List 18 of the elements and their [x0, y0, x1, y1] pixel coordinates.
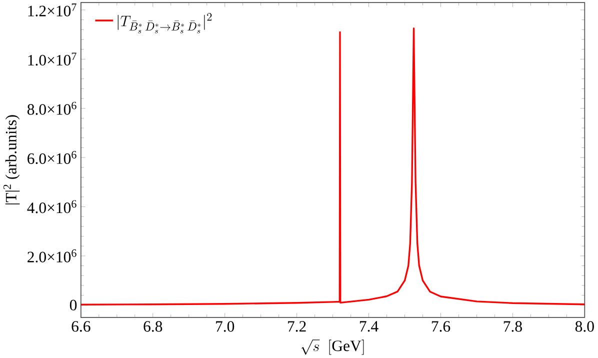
x-axis-title: $\sqrt{s}\ \ [\mathrm{GeV}]$ [301, 339, 364, 355]
y-tick-label: 4.0×10$^{6}$ [27, 200, 76, 214]
x-tick-label: 6.6 [72, 320, 90, 332]
x-tick-label: 7.8 [504, 320, 522, 332]
legend-label: $|T_{\bar{B}_s^*\,\bar{D}_s^*\to\bar{B}_s^*\,\bar{D}_s^*}|^2$ [118, 12, 212, 34]
y-tick-label: 1.0×10$^{7}$ [28, 52, 76, 66]
y-axis-title: |T|$^{2}$ (arb.units) [4, 115, 20, 204]
y-tick-label: 2.0×10$^{6}$ [28, 249, 76, 262]
y-tick-label: 6.0×10$^{6}$ [28, 150, 76, 164]
x-tick-label: 7.4 [360, 321, 378, 332]
x-tick-label: 7.2 [288, 320, 306, 332]
x-tick-label: 6.8 [144, 320, 162, 332]
x-tick-label: 8.0 [575, 320, 594, 332]
y-tick-label: 0 [70, 300, 77, 310]
x-tick-label: 7.0 [216, 320, 234, 332]
y-tick-label: 8.0×10$^{6}$ [27, 102, 76, 115]
x-tick-label: 7.6 [432, 320, 450, 332]
y-tick-label: 1.2×10$^{7}$ [28, 3, 76, 16]
